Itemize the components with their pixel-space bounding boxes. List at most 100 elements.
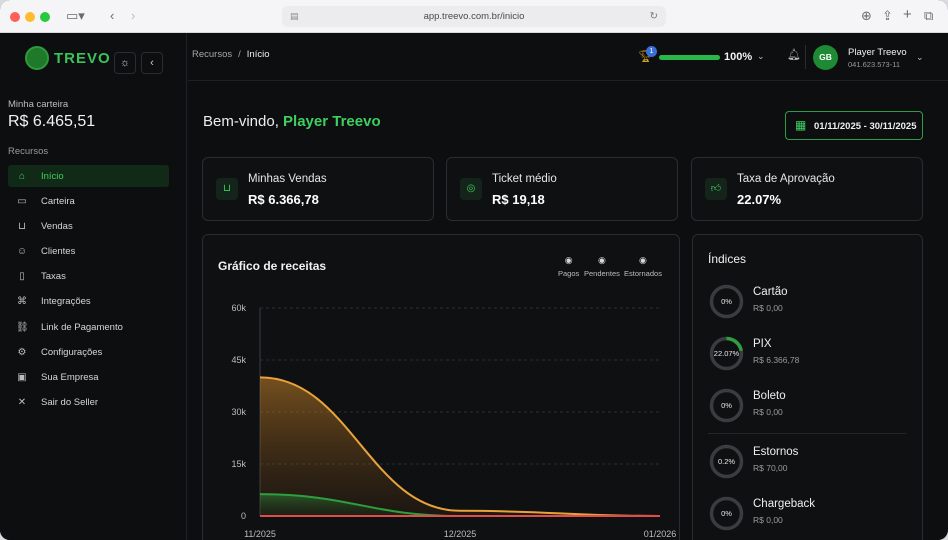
- sidebar-item-configuracoes[interactable]: ⚙ Configurações: [8, 341, 169, 363]
- eye-icon: ◉: [639, 255, 647, 265]
- legend-item-pendentes[interactable]: ◉ Pendentes: [584, 255, 620, 278]
- indices-panel: Índices 0% Cartão R$ 0,00 22.07% PIX R$ 6.366…: [692, 234, 923, 540]
- card-ticket-medio: ◎ Ticket médio R$ 19,18: [446, 157, 678, 221]
- download-icon[interactable]: ⊕: [861, 8, 872, 23]
- sidebar-item-label: Integrações: [41, 296, 91, 308]
- date-range-button[interactable]: ▦ 01/11/2025 - 30/11/2025: [785, 111, 923, 140]
- breadcrumb-root[interactable]: Recursos: [192, 49, 233, 60]
- revenue-chart-panel: Gráfico de receitas ◉ Pagos ◉ Pendentes ◉ E…: [202, 234, 680, 540]
- y-tick-label: 0: [241, 511, 246, 521]
- users-icon: ☺: [16, 246, 28, 258]
- wallet-icon: ▭: [17, 195, 27, 207]
- index-row-chargeback: 0% Chargeback R$ 0,00: [708, 495, 908, 535]
- x-tick-label: 12/2025: [444, 529, 477, 539]
- sidebar-item-clientes[interactable]: ☺ Clientes: [8, 241, 169, 263]
- divider: [805, 45, 806, 69]
- maximize-window-button[interactable]: [40, 12, 50, 22]
- sidebar-nav: ⌂ Início ▭ Carteira ⊔ Vendas ☺ Clientes ▯ Tax…: [8, 165, 169, 417]
- sidebar-item-taxas[interactable]: ▯ Taxas: [8, 266, 169, 288]
- ring-fill: [709, 444, 744, 479]
- sidebar-item-carteira[interactable]: ▭ Carteira: [8, 190, 169, 212]
- card-title: Taxa de Aprovação: [737, 173, 835, 185]
- page-title: Bem-vindo, Player Treevo: [203, 113, 381, 130]
- card-taxa-aprovacao: 👍︎ Taxa de Aprovação 22.07%: [691, 157, 923, 221]
- receipt-icon: ▯: [19, 271, 25, 283]
- wallet-label: Minha carteira: [8, 99, 69, 110]
- close-window-button[interactable]: [10, 12, 20, 22]
- sidebar-item-integracoes[interactable]: ⌘ Integrações: [8, 291, 169, 313]
- sidebar-item-label: Início: [41, 170, 64, 182]
- sidebar-item-sua-empresa[interactable]: ▣ Sua Empresa: [8, 367, 169, 389]
- divider: [708, 433, 906, 434]
- tabs-overview-icon[interactable]: ⧉: [924, 8, 934, 23]
- sidebar-item-vendas[interactable]: ⊔ Vendas: [8, 215, 169, 237]
- chevron-left-icon: ‹: [150, 57, 154, 69]
- progress-ring: 0%: [708, 387, 745, 424]
- progress-ring: 22.07%: [708, 335, 745, 372]
- home-icon: ⌂: [18, 170, 26, 182]
- share-icon[interactable]: ⇪: [882, 8, 893, 23]
- user-name[interactable]: Player Treevo: [848, 47, 907, 58]
- sidebar-item-label: Configurações: [41, 346, 103, 358]
- new-tab-icon[interactable]: +: [903, 6, 912, 23]
- sidebar-item-label: Sair do Seller: [41, 397, 99, 409]
- cart-icon: ⊔: [18, 220, 26, 232]
- index-value: R$ 70,00: [753, 463, 788, 473]
- chevron-down-icon[interactable]: ⌄: [916, 52, 924, 62]
- sidebar-item-label: Clientes: [41, 246, 76, 258]
- link-icon: ⛓: [16, 321, 29, 333]
- ring-percent: 0%: [721, 509, 732, 518]
- goal-progress-percent: 100%: [724, 51, 753, 63]
- close-icon: ✕: [17, 397, 27, 409]
- section-label: Recursos: [8, 146, 49, 157]
- browser-toolbar: ▭▾ ‹ › ▤ app.treevo.com.br/inicio ↻ ⊕ ⇪ …: [0, 0, 948, 33]
- sidebar-item-label: Sua Empresa: [41, 372, 99, 383]
- reload-icon[interactable]: ↻: [649, 11, 658, 22]
- index-value: R$ 0,00: [753, 515, 783, 525]
- index-name: PIX: [753, 338, 772, 350]
- top-bar: Recursos / Início 🏆︎ 1 100% ⌄ 🔔︎ GB Player…: [188, 33, 948, 81]
- sidebar-item-inicio[interactable]: ⌂ Início: [8, 165, 169, 187]
- theme-toggle-button[interactable]: ☼: [114, 52, 136, 74]
- goal-progress-bar: [659, 55, 720, 60]
- address-bar[interactable]: ▤ app.treevo.com.br/inicio ↻: [282, 6, 666, 27]
- back-arrow-icon[interactable]: ‹: [110, 8, 115, 23]
- card-value: R$ 19,18: [492, 192, 545, 207]
- index-row-estornos: 0.2% Estornos R$ 70,00: [708, 443, 908, 483]
- chevron-down-icon[interactable]: ⌄: [757, 51, 765, 61]
- legend-item-pagos[interactable]: ◉ Pagos: [558, 255, 579, 278]
- sidebar-item-link-pagamento[interactable]: ⛓ Link de Pagamento: [8, 316, 169, 338]
- breadcrumb: Recursos / Início: [192, 49, 269, 60]
- legend-item-estornados[interactable]: ◉ Estornados: [624, 255, 662, 278]
- forward-arrow-icon[interactable]: ›: [131, 8, 136, 23]
- user-document: 041.623.573-11: [848, 60, 900, 69]
- sidebar-item-label: Carteira: [41, 195, 75, 207]
- progress-ring: 0%: [708, 283, 745, 320]
- card-title: Ticket médio: [492, 173, 557, 185]
- minimize-window-button[interactable]: [25, 12, 35, 22]
- collapse-sidebar-button[interactable]: ‹: [141, 52, 163, 74]
- sidebar-toggle-icon[interactable]: ▭▾: [66, 8, 85, 23]
- avatar[interactable]: GB: [813, 45, 838, 70]
- ring-track: [709, 284, 744, 319]
- breadcrumb-current: Início: [246, 49, 270, 60]
- breadcrumb-separator: /: [238, 49, 241, 60]
- logo-text: TREVO: [54, 50, 111, 67]
- sidebar-item-sair[interactable]: ✕ Sair do Seller: [8, 392, 169, 414]
- y-tick-label: 45k: [231, 355, 246, 365]
- welcome-prefix: Bem-vindo,: [203, 113, 279, 130]
- legend-label: Estornados: [624, 269, 662, 278]
- bell-icon[interactable]: 🔔︎: [787, 49, 801, 61]
- welcome-name: Player Treevo: [283, 113, 381, 130]
- card-title: Minhas Vendas: [248, 173, 327, 185]
- sidebar-item-label: Link de Pagamento: [41, 321, 123, 333]
- index-value: R$ 0,00: [753, 303, 783, 313]
- calendar-icon: ▦: [795, 118, 807, 132]
- eye-icon: ◉: [564, 255, 573, 265]
- wallet-balance: R$ 6.465,51: [8, 113, 96, 130]
- index-value: R$ 0,00: [753, 407, 783, 417]
- ring-percent: 0.2%: [717, 457, 736, 466]
- card-value: R$ 6.366,78: [248, 192, 319, 207]
- progress-ring: 0.2%: [708, 443, 745, 480]
